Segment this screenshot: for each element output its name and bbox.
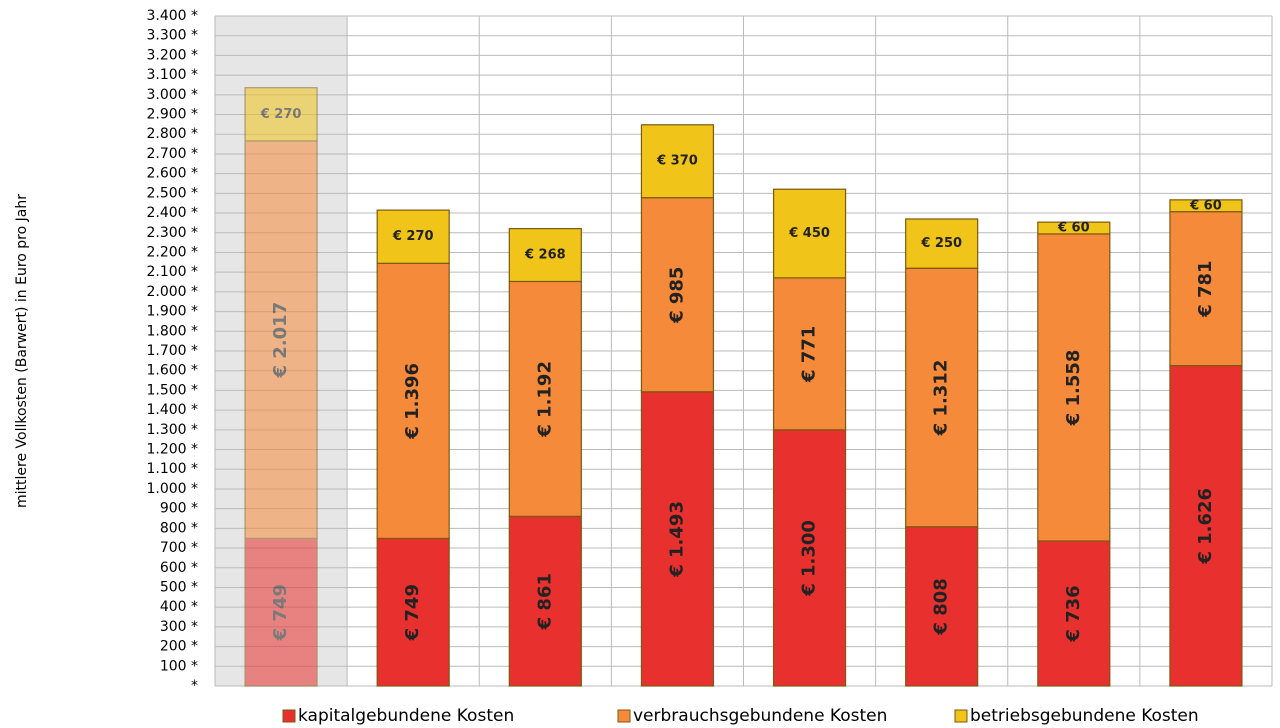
y-tick-label: 1.100 * [146, 461, 198, 477]
value-label: € 808 [931, 578, 952, 635]
bar-stack: € 1.626 € 781 € 60 [1170, 198, 1242, 686]
value-label: € 270 [260, 107, 302, 122]
y-tick-label: 1.300 * [146, 422, 198, 438]
y-tick-label: 2.100 * [146, 264, 198, 280]
y-tick-label: 2.800 * [146, 126, 198, 142]
value-label: € 1.192 [534, 361, 555, 438]
value-label: € 370 [656, 154, 698, 169]
y-tick-label: 1.000 * [146, 481, 198, 497]
y-tick-label: 1.400 * [146, 402, 198, 418]
value-label: € 749 [270, 584, 291, 641]
y-tick-label: 100 * [160, 658, 198, 674]
y-tick-label: 3.000 * [146, 87, 198, 103]
value-label: € 1.626 [1195, 488, 1216, 565]
bar-stack: € 861 € 1.192 € 268 [509, 229, 581, 686]
value-label: € 1.558 [1063, 350, 1084, 427]
legend-swatch [283, 710, 295, 722]
value-label: € 250 [920, 236, 962, 251]
y-tick-label: 2.600 * [146, 166, 198, 182]
chart: mittlere Vollkosten (Barwert) in Euro pr… [0, 0, 1280, 728]
value-label: € 270 [392, 229, 434, 244]
y-tick-label: 1.600 * [146, 363, 198, 379]
y-tick-label: 1.900 * [146, 304, 198, 320]
y-tick-label: 2.200 * [146, 244, 198, 260]
y-tick-label: 900 * [160, 501, 198, 517]
y-tick-label: 300 * [160, 619, 198, 635]
value-label: € 2.017 [270, 302, 291, 379]
y-tick-label: 200 * [160, 639, 198, 655]
y-tick-label: 3.200 * [146, 47, 198, 63]
value-label: € 1.300 [799, 520, 820, 597]
bar-stack: € 736 € 1.558 € 60 [1038, 221, 1110, 686]
value-label: € 1.396 [402, 363, 423, 440]
y-tick-label: 1.200 * [146, 442, 198, 458]
value-label: € 450 [788, 226, 830, 241]
value-label: € 736 [1063, 585, 1084, 642]
y-tick-label: 2.300 * [146, 225, 198, 241]
legend-label: kapitalgebundene Kosten [298, 706, 514, 726]
y-tick-label: 2.700 * [146, 146, 198, 162]
y-tick-label: 3.400 * [146, 8, 198, 24]
y-tick-label: 2.400 * [146, 205, 198, 221]
value-label: € 60 [1189, 198, 1222, 213]
bar-stack: € 1.493 € 985 € 370 [641, 125, 713, 686]
value-label: € 781 [1195, 260, 1216, 317]
y-tick-label: 1.500 * [146, 382, 198, 398]
y-tick-label: 3.100 * [146, 67, 198, 83]
y-tick-label: 500 * [160, 579, 198, 595]
value-label: € 749 [402, 584, 423, 641]
y-tick-label: 800 * [160, 520, 198, 536]
value-label: € 268 [524, 248, 566, 263]
legend-label: betriebsgebundene Kosten [970, 706, 1199, 726]
y-tick-label: 3.300 * [146, 28, 198, 44]
y-tick-label: 2.500 * [146, 185, 198, 201]
value-label: € 60 [1057, 221, 1090, 236]
bar-stack: € 1.300 € 771 € 450 [774, 189, 846, 686]
y-tick-label: 1.800 * [146, 323, 198, 339]
y-axis-label: mittlere Vollkosten (Barwert) in Euro pr… [14, 194, 30, 508]
y-tick-label: 400 * [160, 599, 198, 615]
y-tick-label: 2.000 * [146, 284, 198, 300]
value-label: € 771 [799, 326, 820, 383]
value-label: € 1.493 [666, 501, 687, 578]
bar-stack: € 749 € 2.017 € 270 [245, 88, 317, 686]
legend-swatch [618, 710, 630, 722]
value-label: € 985 [666, 267, 687, 324]
legend-label: verbrauchsgebundene Kosten [633, 706, 887, 726]
y-tick-label: 2.900 * [146, 107, 198, 123]
value-label: € 861 [534, 573, 555, 630]
bar-stack: € 808 € 1.312 € 250 [906, 219, 978, 686]
y-tick-label: * [191, 678, 198, 694]
y-tick-label: 600 * [160, 560, 198, 576]
y-tick-label: 700 * [160, 540, 198, 556]
legend-swatch [955, 710, 967, 722]
y-tick-label: 1.700 * [146, 343, 198, 359]
bar-stack: € 749 € 1.396 € 270 [377, 210, 449, 686]
value-label: € 1.312 [931, 360, 952, 437]
